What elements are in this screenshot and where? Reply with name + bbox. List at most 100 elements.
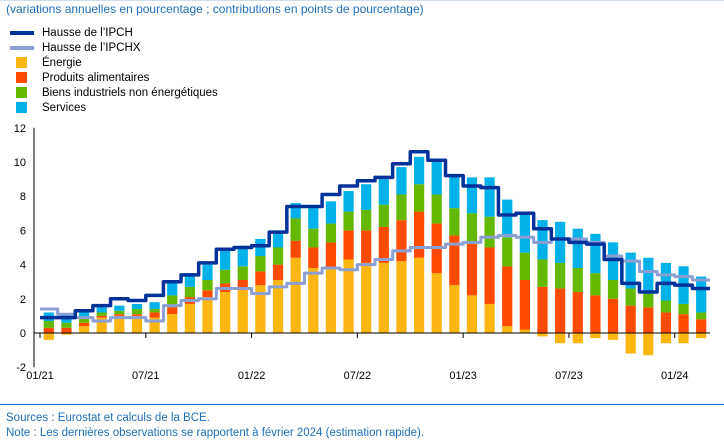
bar-segment-1	[590, 295, 601, 333]
legend-swatch-biens-industriels	[16, 87, 27, 98]
bar-segment-0	[643, 333, 654, 356]
bar-segment-3	[625, 252, 636, 289]
x-tick-label: 01/22	[238, 370, 266, 382]
bar-segment-3	[184, 273, 195, 287]
bar-segment-0	[361, 262, 372, 333]
bar-segment-2	[361, 209, 372, 231]
bar-segment-3	[572, 228, 583, 269]
bar-segment-0	[413, 257, 425, 333]
bar-segment-3	[378, 179, 389, 205]
legend-item-services: Services	[10, 100, 218, 115]
bar-segment-1	[343, 230, 354, 260]
bar-segment-2	[607, 279, 619, 299]
legend-swatch-energie	[16, 57, 27, 68]
y-tick-label: 6	[20, 225, 26, 237]
bar-segment-3	[413, 156, 425, 185]
bar-segment-1	[149, 312, 160, 318]
bar-segment-1	[167, 307, 178, 315]
bar-segment-3	[220, 250, 231, 270]
y-tick-label: -2	[16, 362, 26, 374]
bar-segment-0	[255, 285, 266, 333]
bar-segment-0	[607, 333, 619, 340]
x-tick-label: 01/21	[26, 370, 54, 382]
bar-segment-3	[78, 310, 90, 318]
bar-segment-2	[449, 208, 460, 236]
bar-segment-0	[43, 333, 54, 340]
bar-segment-2	[378, 204, 389, 227]
bar-segment-3	[131, 303, 143, 310]
bar-segment-0	[696, 333, 707, 339]
y-tick-label: 4	[20, 260, 26, 272]
bar-segment-0	[378, 262, 389, 333]
legend-label-services: Services	[42, 101, 87, 114]
bar-segment-3	[167, 283, 178, 296]
bar-segment-2	[308, 228, 319, 248]
footer-sources: Sources : Eurostat et calculs de la BCE.	[6, 412, 210, 424]
bar-segment-2	[78, 317, 90, 323]
bar-segment-2	[413, 184, 425, 212]
bar-segment-2	[237, 266, 248, 280]
chart-legend: Hausse de l’IPCH Hausse de l’IPCHX Énerg…	[10, 25, 218, 115]
bar-segment-2	[431, 194, 442, 224]
bar-segment-3	[696, 276, 707, 313]
bar-segment-0	[290, 257, 301, 333]
bar-segment-2	[255, 256, 266, 272]
bar-segment-0	[237, 290, 248, 333]
bar-segment-0	[167, 314, 178, 333]
bar-segment-2	[625, 288, 636, 306]
bar-segment-3	[237, 245, 248, 267]
bar-segment-3	[555, 221, 566, 263]
bar-segment-2	[61, 322, 72, 328]
x-tick-label: 01/23	[449, 370, 477, 382]
bar-segment-2	[114, 310, 125, 315]
bar-segment-2	[96, 312, 107, 316]
bar-segment-0	[484, 303, 495, 333]
bar-segment-1	[555, 288, 566, 333]
y-tick-label: 10	[14, 157, 26, 169]
legend-label-alimentaires: Produits alimentaires	[42, 71, 150, 84]
x-tick-label: 07/23	[555, 370, 583, 382]
bar-segment-3	[590, 233, 601, 274]
bar-segment-3	[643, 257, 654, 294]
footer-divider	[0, 404, 724, 405]
bar-segment-1	[396, 220, 407, 262]
bar-segment-2	[343, 211, 354, 231]
bar-segment-1	[572, 291, 583, 333]
bar-segment-1	[308, 247, 319, 269]
legend-item-alimentaires: Produits alimentaires	[10, 70, 218, 85]
bar-segment-0	[272, 279, 284, 333]
bar-segment-0	[449, 285, 460, 333]
bar-segment-0	[590, 333, 601, 339]
legend-item-ipchx: Hausse de l’IPCHX	[10, 40, 218, 55]
bar-segment-0	[184, 303, 195, 333]
bar-segment-2	[572, 268, 583, 292]
bar-segment-3	[361, 184, 372, 210]
bar-segment-2	[167, 295, 178, 308]
bar-segment-1	[131, 314, 143, 316]
bar-segment-0	[519, 329, 530, 333]
legend-swatch-ipch	[10, 30, 34, 35]
bar-segment-0	[202, 297, 213, 333]
bar-segment-0	[308, 268, 319, 333]
bar-segment-0	[114, 315, 125, 333]
bar-segment-1	[466, 244, 478, 296]
bar-segment-1	[290, 240, 301, 258]
bar-segment-1	[96, 315, 107, 318]
bar-segment-1	[413, 211, 425, 258]
bar-segment-3	[466, 177, 478, 214]
y-tick-label: 12	[14, 123, 26, 135]
bar-segment-1	[78, 322, 90, 327]
bar-segment-3	[484, 177, 495, 217]
bar-segment-3	[537, 220, 548, 260]
bar-segment-2	[43, 321, 54, 328]
bar-segment-3	[308, 208, 319, 229]
bar-segment-1	[643, 307, 654, 333]
bar-segment-1	[237, 279, 248, 291]
y-tick-label: 8	[20, 191, 26, 203]
bar-segment-1	[660, 312, 672, 333]
bar-segment-0	[502, 326, 513, 333]
series-line-1	[40, 149, 710, 320]
bar-segment-3	[449, 173, 460, 209]
bar-segment-3	[202, 264, 213, 280]
bar-segment-0	[78, 326, 90, 333]
